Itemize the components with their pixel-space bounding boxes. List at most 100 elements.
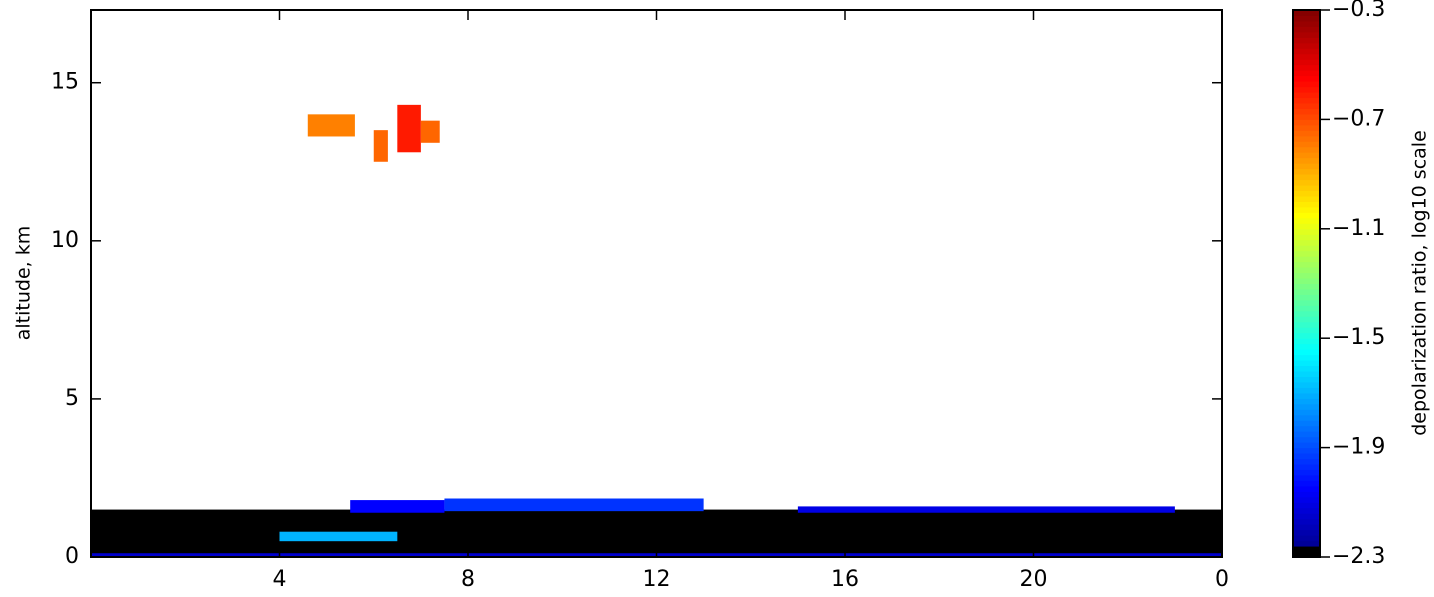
colorbar-segment [1293, 163, 1320, 170]
colorbar-segment [1293, 371, 1320, 377]
heatmap-cell [444, 498, 704, 512]
colorbar-segment [1293, 201, 1320, 208]
colorbar-segment [1293, 502, 1320, 509]
colorbar-segment [1293, 294, 1320, 301]
x-tick-label: 12 [643, 567, 671, 592]
colorbar-segment [1293, 119, 1320, 126]
colorbar-tick-label: −1.1 [1332, 216, 1385, 241]
colorbar-segment [1293, 10, 1320, 16]
colorbar-tick-label: −1.5 [1332, 325, 1385, 350]
colorbar-segment [1293, 179, 1320, 186]
colorbar-segment [1293, 250, 1320, 257]
colorbar-tick-label: −0.3 [1332, 0, 1385, 22]
colorbar-segment [1293, 431, 1320, 438]
colorbar-segment [1293, 130, 1320, 137]
colorbar-segment [1293, 141, 1320, 148]
colorbar-segment [1293, 387, 1320, 394]
x-tick-label: 16 [831, 567, 859, 592]
colorbar-segment [1293, 97, 1320, 104]
colorbar-segment [1293, 124, 1320, 131]
heatmap-cell [350, 500, 445, 513]
colorbar-segment [1293, 81, 1320, 88]
colorbar-segment [1293, 102, 1320, 109]
colorbar-segment [1293, 524, 1320, 531]
colorbar-segment [1293, 381, 1320, 388]
colorbar-segment [1293, 425, 1320, 432]
colorbar-segment [1293, 217, 1320, 224]
colorbar-segment [1293, 420, 1320, 427]
colorbar-segment [1293, 195, 1320, 202]
colorbar-segment [1293, 168, 1320, 175]
colorbar-segment [1293, 343, 1320, 350]
colorbar-segment [1293, 185, 1320, 192]
colorbar-segment [1293, 228, 1320, 235]
colorbar-segment [1293, 442, 1320, 449]
colorbar-tick-label: −2.3 [1332, 544, 1385, 569]
colorbar-segment [1293, 113, 1320, 120]
colorbar-segment [1293, 272, 1320, 279]
colorbar-label: depolarization ratio, log10 scale [1409, 130, 1431, 436]
colorbar-segment [1293, 535, 1320, 542]
colorbar-segment [1293, 453, 1320, 460]
colorbar-segment [1293, 480, 1320, 487]
colorbar-segment [1293, 288, 1320, 295]
colorbar-segment [1293, 474, 1320, 481]
colorbar-segment [1293, 174, 1320, 181]
colorbar-segment [1293, 540, 1320, 547]
colorbar-segment [1293, 321, 1320, 328]
colorbar-segment [1293, 261, 1320, 268]
heatmap-cell [279, 531, 398, 542]
heatmap-cell [797, 506, 1175, 513]
colorbar-segment [1293, 239, 1320, 246]
colorbar-segment [1293, 414, 1320, 421]
colorbar-segment [1293, 447, 1320, 454]
colorbar-tick-label: −1.9 [1332, 435, 1385, 460]
colorbar-segment [1293, 59, 1320, 66]
heatmap-cell [307, 114, 355, 137]
colorbar-segment [1293, 360, 1320, 367]
colorbar-segment [1293, 392, 1320, 399]
colorbar-segment [1293, 529, 1320, 536]
colorbar-segment [1293, 365, 1320, 372]
heatmap-cell [420, 120, 440, 143]
colorbar-segment [1293, 338, 1320, 345]
colorbar-segment [1293, 546, 1320, 553]
colorbar-segment [1293, 354, 1320, 361]
y-tick-label: 5 [65, 386, 79, 411]
colorbar-segment [1293, 278, 1320, 284]
colorbar-segment [1293, 212, 1320, 219]
colorbar-segment [1293, 75, 1320, 82]
colorbar-segment [1293, 398, 1320, 405]
colorbar-segment [1293, 513, 1320, 520]
colorbar-segment [1293, 469, 1320, 476]
colorbar-segment [1293, 436, 1320, 443]
heatmap-cell [373, 130, 388, 162]
colorbar-segment [1293, 234, 1320, 241]
x-tick-label: 20 [1020, 567, 1048, 592]
colorbar-segment [1293, 376, 1320, 383]
colorbar-segment [1293, 42, 1320, 49]
colorbar-segment [1293, 135, 1320, 142]
colorbar-segment [1293, 146, 1320, 153]
colorbar-segment [1293, 332, 1320, 339]
colorbar-segment [1293, 551, 1320, 558]
colorbar-segment [1293, 491, 1320, 498]
y-tick-label: 10 [51, 228, 79, 253]
colorbar-segment [1293, 485, 1320, 492]
colorbar-segment [1293, 70, 1320, 77]
colorbar-tick-label: −0.7 [1332, 106, 1385, 131]
colorbar-segment [1293, 26, 1320, 33]
colorbar-segment [1293, 409, 1320, 416]
heatmap-cell [397, 104, 421, 153]
colorbar-segment [1293, 327, 1320, 334]
colorbar-segment [1293, 92, 1320, 99]
colorbar-frame [1292, 9, 1321, 558]
colorbar-segment [1293, 53, 1320, 60]
colorbar-segment [1293, 64, 1320, 71]
y-tick-label: 15 [51, 70, 79, 95]
colorbar-segment [1293, 157, 1320, 164]
colorbar-segment [1293, 223, 1320, 230]
colorbar-segment [1293, 518, 1320, 525]
y-tick-label: 0 [65, 544, 79, 569]
